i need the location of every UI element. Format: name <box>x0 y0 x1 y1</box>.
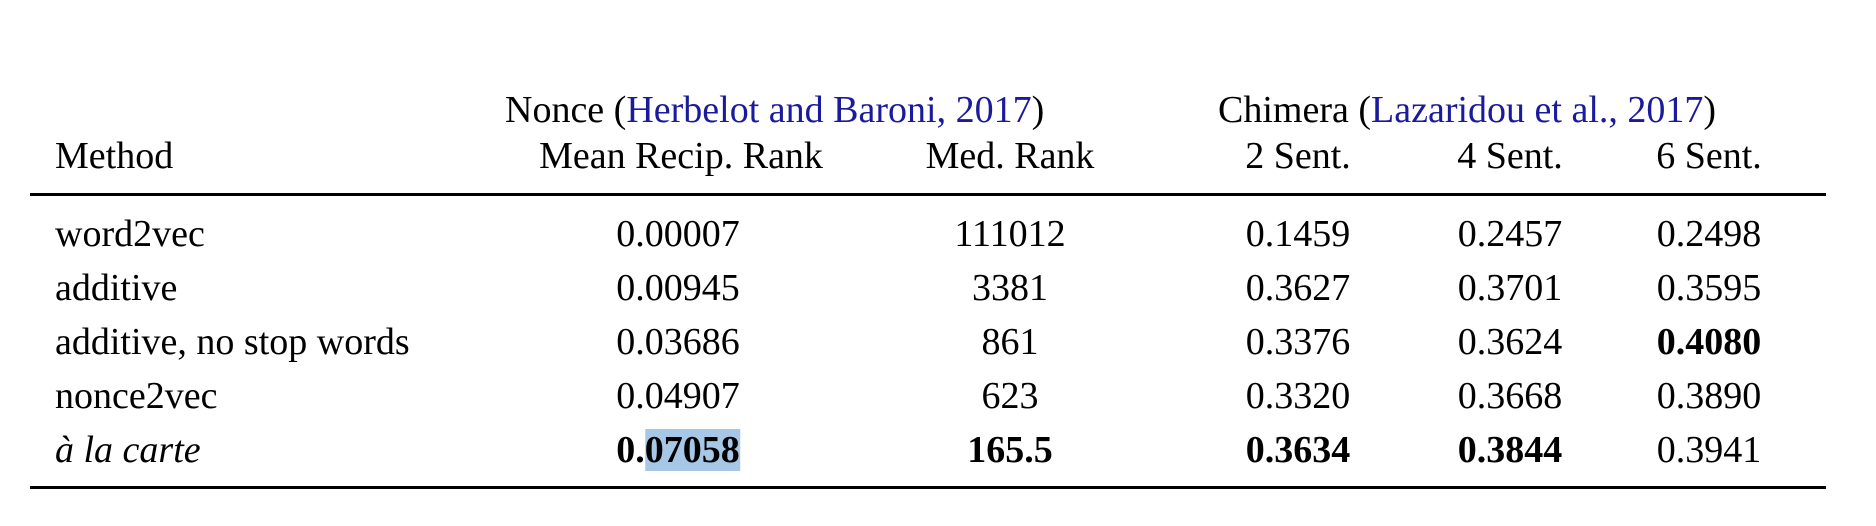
table-cell: 3381 <box>972 267 1048 309</box>
nonce-label: Nonce ( <box>505 89 627 131</box>
table-cell: 0.3890 <box>1656 375 1762 417</box>
table-cell: 0.3624 <box>1457 321 1563 363</box>
chimera-label: Chimera ( <box>1218 89 1372 131</box>
table-cell: 0.3376 <box>1245 321 1351 363</box>
table-cell: 0.3941 <box>1656 429 1762 471</box>
table-cell: 0.2457 <box>1457 213 1563 255</box>
table-cell-best-selected[interactable]: 0.07058 <box>616 428 740 472</box>
chimera-group-header: Chimera (Lazaridou et al., 2017) <box>1218 88 1716 132</box>
chimera-close-paren: ) <box>1703 89 1717 131</box>
column-header-4-sent: 4 Sent. <box>1457 135 1563 177</box>
table-cell: 0.03686 <box>616 321 740 363</box>
table-cell: 0.3320 <box>1245 375 1351 417</box>
table-cell-best: 0.3634 <box>1245 429 1351 471</box>
table-cell: 0.1459 <box>1245 213 1351 255</box>
bottom-rule <box>30 486 1826 489</box>
table-cell: 0.3627 <box>1245 267 1351 309</box>
selected-text-prefix: 0. <box>616 429 645 471</box>
table-cell: 0.04907 <box>616 375 740 417</box>
table-cell: 0.00945 <box>616 267 740 309</box>
table-cell: 0.00007 <box>616 213 740 255</box>
table-row-method: additive, no stop words <box>55 321 410 363</box>
table-cell: 0.3701 <box>1457 267 1563 309</box>
nonce-group-header: Nonce (Herbelot and Baroni, 2017) <box>505 88 1044 132</box>
column-header-6-sent: 6 Sent. <box>1656 135 1762 177</box>
nonce-close-paren: ) <box>1031 89 1045 131</box>
table-cell-best: 165.5 <box>967 429 1053 471</box>
table-cell: 623 <box>981 375 1039 417</box>
column-header-2-sent: 2 Sent. <box>1245 135 1351 177</box>
column-header-method: Method <box>55 135 174 177</box>
nonce-citation-link[interactable]: Herbelot and Baroni, 2017 <box>626 89 1032 131</box>
table-row-method: à la carte <box>55 429 201 471</box>
table-cell: 861 <box>981 321 1039 363</box>
table-cell: 0.2498 <box>1656 213 1762 255</box>
table-row-method: word2vec <box>55 213 205 255</box>
header-rule <box>30 193 1826 196</box>
table-cell: 0.3668 <box>1457 375 1563 417</box>
text-selection-highlight[interactable]: 07058 <box>644 429 740 471</box>
table-row-method: additive <box>55 267 178 309</box>
column-header-mean-recip-rank: Mean Recip. Rank <box>539 135 823 177</box>
table-cell-best: 0.3844 <box>1457 429 1563 471</box>
chimera-citation-link[interactable]: Lazaridou et al., 2017 <box>1371 89 1704 131</box>
table-cell: 0.3595 <box>1656 267 1762 309</box>
table-cell-best: 0.4080 <box>1656 321 1762 363</box>
table-row-method: nonce2vec <box>55 375 218 417</box>
table-cell: 111012 <box>954 213 1066 255</box>
column-header-med-rank: Med. Rank <box>925 135 1095 177</box>
